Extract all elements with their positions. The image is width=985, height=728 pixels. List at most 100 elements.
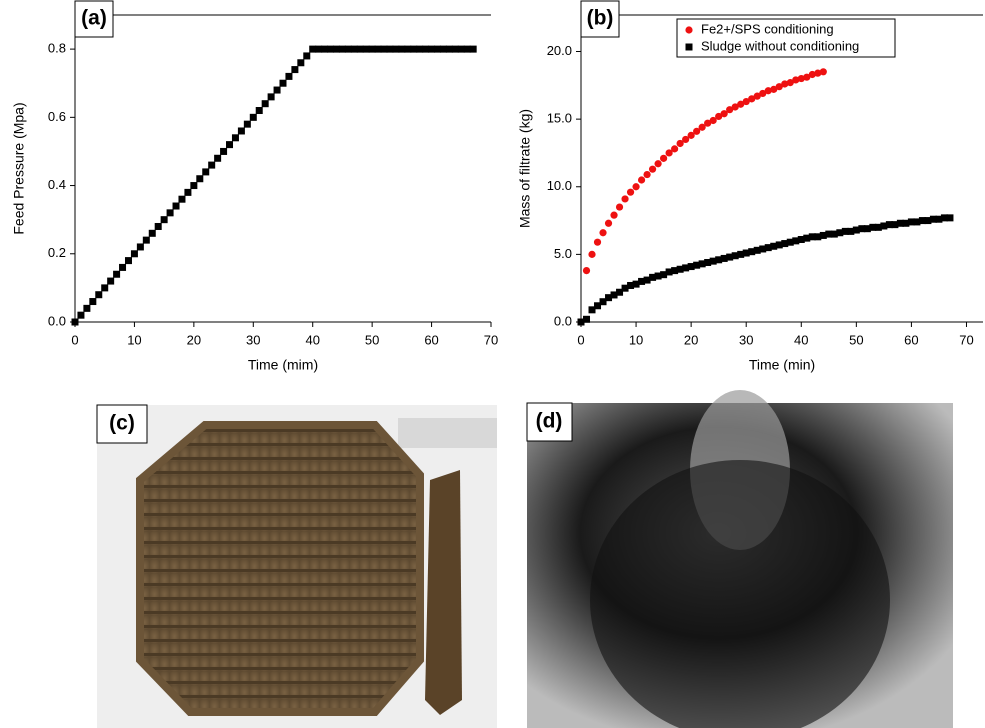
point [410,45,418,53]
point [95,291,103,299]
point [786,238,794,246]
panel-label: (a) [81,7,107,30]
panel-label: (d) [536,410,563,433]
point [362,45,370,53]
point [770,242,778,250]
point [825,230,833,238]
point [913,218,921,226]
point [907,218,915,226]
x-tick-label: 10 [127,332,141,347]
point [130,250,138,258]
point [404,45,412,53]
point [172,202,180,210]
point [643,276,651,284]
label-box [96,404,148,444]
y-tick-label: 0.2 [48,245,66,260]
point [231,134,239,142]
point [457,45,465,53]
point [797,74,805,83]
legend-label: Sludge without conditioning [701,38,859,53]
point [819,231,827,239]
point [214,154,222,162]
point [654,272,662,280]
point [940,214,948,222]
point [676,265,684,273]
x-tick-label: 30 [739,332,753,347]
x-tick-label: 10 [629,332,643,347]
point [439,45,447,53]
point [775,83,783,91]
shadow [590,460,890,728]
label-box [580,0,620,38]
point [594,302,602,310]
point [770,85,778,93]
point [261,100,269,108]
x-tick-label: 50 [849,332,863,347]
point [869,223,877,231]
point [693,127,701,135]
point [626,188,635,196]
point [593,238,602,246]
y-tick-label: 0.0 [48,313,66,328]
point [610,211,618,219]
point [638,277,646,285]
point [621,195,629,203]
point [885,221,893,229]
point [154,222,162,230]
point [671,145,679,153]
point [731,103,739,111]
point [786,79,794,87]
point [297,59,305,67]
point [781,80,789,88]
legend-box [676,18,896,58]
point [764,87,772,95]
point [392,45,400,53]
point [715,256,723,264]
point [726,253,734,261]
point [119,263,127,271]
point [588,306,596,314]
point [321,45,329,53]
y-axis-label: Feed Pressure (Mpa) [11,102,27,234]
point [814,69,822,77]
point [605,294,613,302]
point [332,45,340,53]
point [386,45,394,53]
point [291,66,299,74]
legend-marker [685,26,693,34]
point [243,120,251,128]
y-tick-label: 15.0 [547,111,572,126]
point [643,170,651,179]
y-tick-label: 0.8 [48,41,66,56]
legend-marker [685,43,693,51]
point [124,257,132,265]
point [676,139,684,148]
point [101,284,109,292]
point [759,89,767,98]
point [935,215,943,223]
point [709,116,717,125]
point [687,263,695,271]
y-axis-label: Mass of filtrate (kg) [517,109,533,228]
point [220,147,228,155]
point [731,252,739,260]
point [208,161,216,169]
label-box [74,0,114,38]
point [797,236,805,244]
point [89,298,97,306]
point [148,229,156,237]
x-tick-label: 20 [684,332,698,347]
point [687,131,695,139]
x-tick-label: 40 [794,332,808,347]
point [469,45,477,53]
point [704,258,712,266]
photo-c: (c) [96,404,497,728]
point [451,45,459,53]
point [803,234,811,242]
point [583,315,591,323]
point [582,267,591,275]
point [698,123,706,131]
point [621,284,629,292]
point [847,227,855,235]
